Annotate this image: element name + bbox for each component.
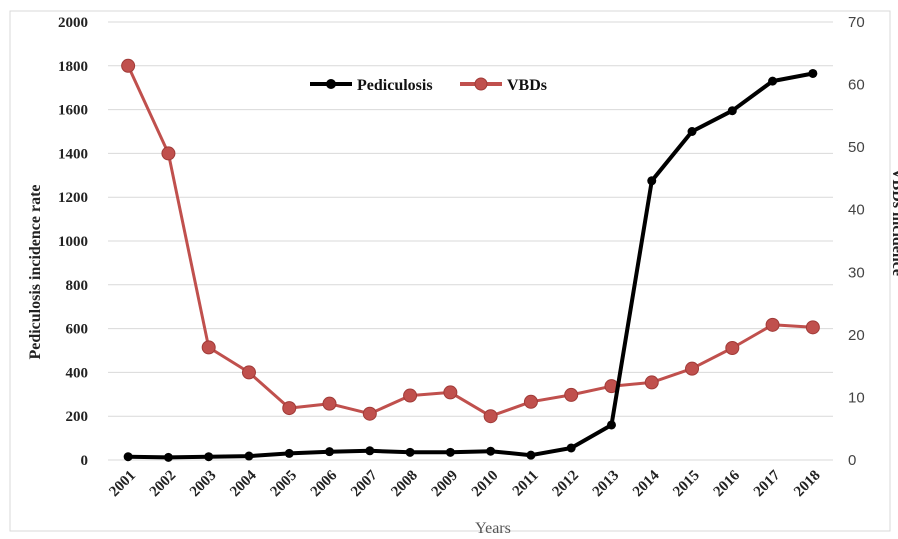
- data-point-pediculosis: [606, 420, 616, 430]
- data-point-vbds: [765, 317, 780, 332]
- data-point-pediculosis: [647, 176, 657, 186]
- data-point-pediculosis: [123, 452, 133, 462]
- legend-label-pediculosis: Pediculosis: [357, 77, 433, 94]
- data-point-vbds: [241, 365, 256, 380]
- data-point-pediculosis: [284, 448, 294, 458]
- right-y-tick-label: 50: [848, 139, 865, 156]
- right-y-tick-label: 60: [848, 77, 865, 94]
- right-y-axis-ticks: 0 10 20 30 40 50 60 70: [848, 14, 865, 469]
- left-y-tick-label: 2000: [58, 15, 88, 31]
- data-point-pediculosis: [445, 447, 455, 457]
- x-axis-title: Years: [475, 520, 511, 537]
- right-y-tick-label: 0: [848, 452, 856, 469]
- data-point-vbds: [121, 58, 136, 73]
- left-y-tick-label: 800: [66, 278, 89, 294]
- data-point-pediculosis: [244, 451, 254, 461]
- data-point-pediculosis: [687, 127, 697, 136]
- data-point-vbds: [685, 361, 700, 376]
- left-y-tick-label: 400: [66, 365, 89, 381]
- data-point-vbds: [161, 146, 176, 161]
- data-point-pediculosis: [486, 446, 496, 456]
- legend-item-pediculosis: Pediculosis: [310, 77, 433, 94]
- data-point-pediculosis: [526, 450, 536, 460]
- left-y-tick-label: 1400: [58, 146, 88, 162]
- right-y-tick-label: 10: [848, 389, 865, 406]
- data-point-vbds: [564, 387, 579, 402]
- left-y-tick-label: 1600: [58, 103, 88, 119]
- data-point-vbds: [282, 401, 297, 416]
- data-point-pediculosis: [808, 68, 818, 78]
- data-point-vbds: [523, 394, 538, 409]
- data-point-vbds: [805, 320, 820, 335]
- legend-label-vbds: VBDs: [507, 77, 547, 94]
- right-y-axis-title: VBDs incidence: [889, 168, 898, 276]
- right-y-tick-label: 20: [848, 327, 865, 344]
- left-y-tick-label: 0: [81, 453, 89, 469]
- series-line-vbds: [126, 65, 813, 418]
- data-point-vbds: [443, 385, 458, 400]
- right-y-tick-label: 30: [848, 264, 865, 281]
- left-y-tick-label: 1800: [58, 59, 88, 75]
- legend-item-vbds: VBDs: [460, 77, 547, 94]
- legend-marker-pediculosis: [326, 79, 336, 89]
- left-y-axis-ticks: 0 200 400 600 800 1000 1200 1400 1600 1800 2000: [58, 15, 88, 469]
- legend: Pediculosis VBDs: [310, 77, 547, 94]
- data-point-vbds: [201, 340, 216, 355]
- data-point-vbds: [483, 409, 498, 424]
- gridlines: [108, 21, 833, 461]
- data-point-vbds: [403, 388, 418, 403]
- data-point-vbds: [725, 340, 740, 355]
- left-y-tick-label: 200: [66, 409, 89, 425]
- left-y-tick-label: 600: [66, 322, 89, 338]
- data-point-vbds: [644, 375, 659, 390]
- data-point-pediculosis: [163, 452, 173, 462]
- data-point-pediculosis: [727, 106, 737, 116]
- chart-frame: [9, 10, 891, 532]
- data-point-pediculosis: [325, 447, 335, 457]
- right-y-tick-label: 70: [848, 14, 865, 31]
- left-y-axis-title: Pediculosis incidence rate: [27, 184, 44, 359]
- left-y-tick-label: 1200: [58, 190, 88, 206]
- data-point-pediculosis: [365, 446, 375, 456]
- left-y-tick-label: 1000: [58, 234, 88, 250]
- series-layer: [121, 58, 820, 462]
- data-point-pediculosis: [405, 447, 415, 457]
- legend-marker-vbds: [474, 77, 488, 91]
- data-point-pediculosis: [768, 76, 778, 86]
- data-point-vbds: [362, 406, 377, 421]
- series-line-pediculosis: [128, 71, 814, 460]
- right-y-tick-label: 40: [848, 202, 865, 219]
- data-point-pediculosis: [204, 452, 214, 462]
- data-point-vbds: [322, 396, 337, 411]
- data-point-pediculosis: [566, 443, 576, 453]
